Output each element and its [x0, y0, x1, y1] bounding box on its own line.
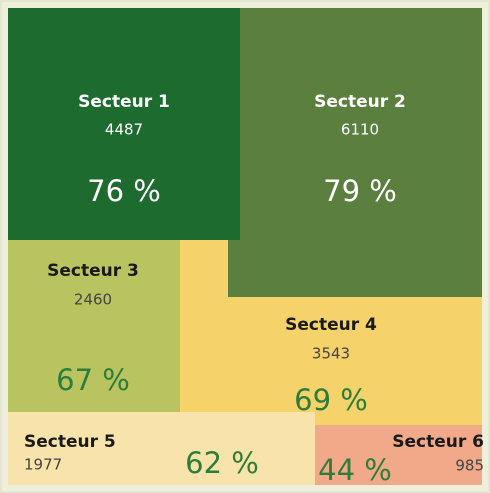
sector-percent: 44 % — [318, 453, 392, 487]
sector-title: Secteur 6 — [392, 432, 484, 452]
sector-6-block — [315, 425, 482, 485]
sector-title: Secteur 1 — [78, 92, 170, 112]
sector-percent: 79 % — [323, 174, 397, 208]
sector-percent: 67 % — [56, 363, 130, 397]
sector-5-block — [8, 412, 315, 485]
sector-count: 985 — [455, 457, 484, 475]
sector-2-block — [228, 8, 482, 297]
sector-1-block — [8, 8, 240, 240]
sector-count: 6110 — [341, 121, 379, 139]
sector-title: Secteur 2 — [314, 92, 406, 112]
sector-count: 1977 — [24, 456, 62, 474]
sector-3-block — [8, 240, 180, 412]
sector-title: Secteur 4 — [285, 315, 377, 335]
sector-percent: 76 % — [87, 174, 161, 208]
sector-percent: 69 % — [294, 383, 368, 417]
sector-count: 3543 — [312, 345, 350, 363]
sector-count: 2460 — [74, 291, 112, 309]
sector-title: Secteur 5 — [24, 432, 116, 452]
sector-title: Secteur 3 — [47, 261, 139, 281]
sector-percent: 62 % — [185, 446, 259, 480]
sector-count: 4487 — [105, 121, 143, 139]
